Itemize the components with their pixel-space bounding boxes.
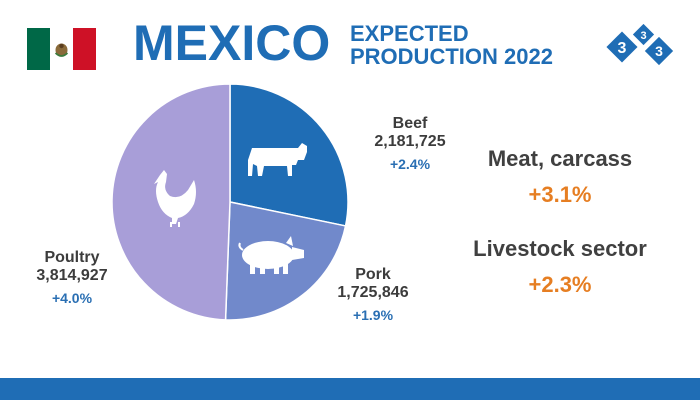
stat-meat-carcass: Meat, carcass +3.1% [470,146,650,208]
logo-333: 3 3 3 [606,24,674,66]
stat-label: Meat, carcass [487,146,633,171]
stat-label: Livestock sector [473,236,647,261]
slice-label-change: +1.9% [352,307,394,323]
slice-label-poultry: Poultry 3,814,927 +4.0% [32,249,112,307]
logo-digit: 3 [655,43,663,59]
slice-label-value: 3,814,927 [36,267,108,284]
chicken-icon [154,170,196,227]
stat-livestock-sector: Livestock sector +2.3% [460,236,660,298]
slice-label-change: +2.4% [389,156,431,172]
mexico-flag-icon [27,28,96,70]
slice-label-pork: Pork 1,725,846 +1.9% [333,266,413,324]
pig-icon [238,236,304,274]
logo-digit: 3 [640,30,646,42]
slice-label-value: 2,181,725 [374,133,446,150]
logo-diamond-top [632,24,655,46]
page-subtitle: EXPECTED PRODUCTION 2022 [350,22,553,68]
stat-value: +2.3% [528,272,592,297]
subtitle-line-2: PRODUCTION 2022 [350,44,553,69]
logo-digit: 3 [618,40,627,57]
stat-value: +3.1% [528,182,592,207]
footer-bar [0,378,700,400]
slice-label-name: Pork [355,266,391,283]
slice-label-beef: Beef 2,181,725 +2.4% [370,115,450,173]
slice-label-value: 1,725,846 [337,284,409,301]
slice-label-change: +4.0% [51,290,93,306]
subtitle-line-1: EXPECTED [350,21,469,46]
logo-diamond-right [644,36,674,66]
slice-label-name: Poultry [44,249,100,266]
cow-icon [248,143,307,176]
page-title: MEXICO [133,15,331,71]
slice-label-name: Beef [392,115,428,132]
